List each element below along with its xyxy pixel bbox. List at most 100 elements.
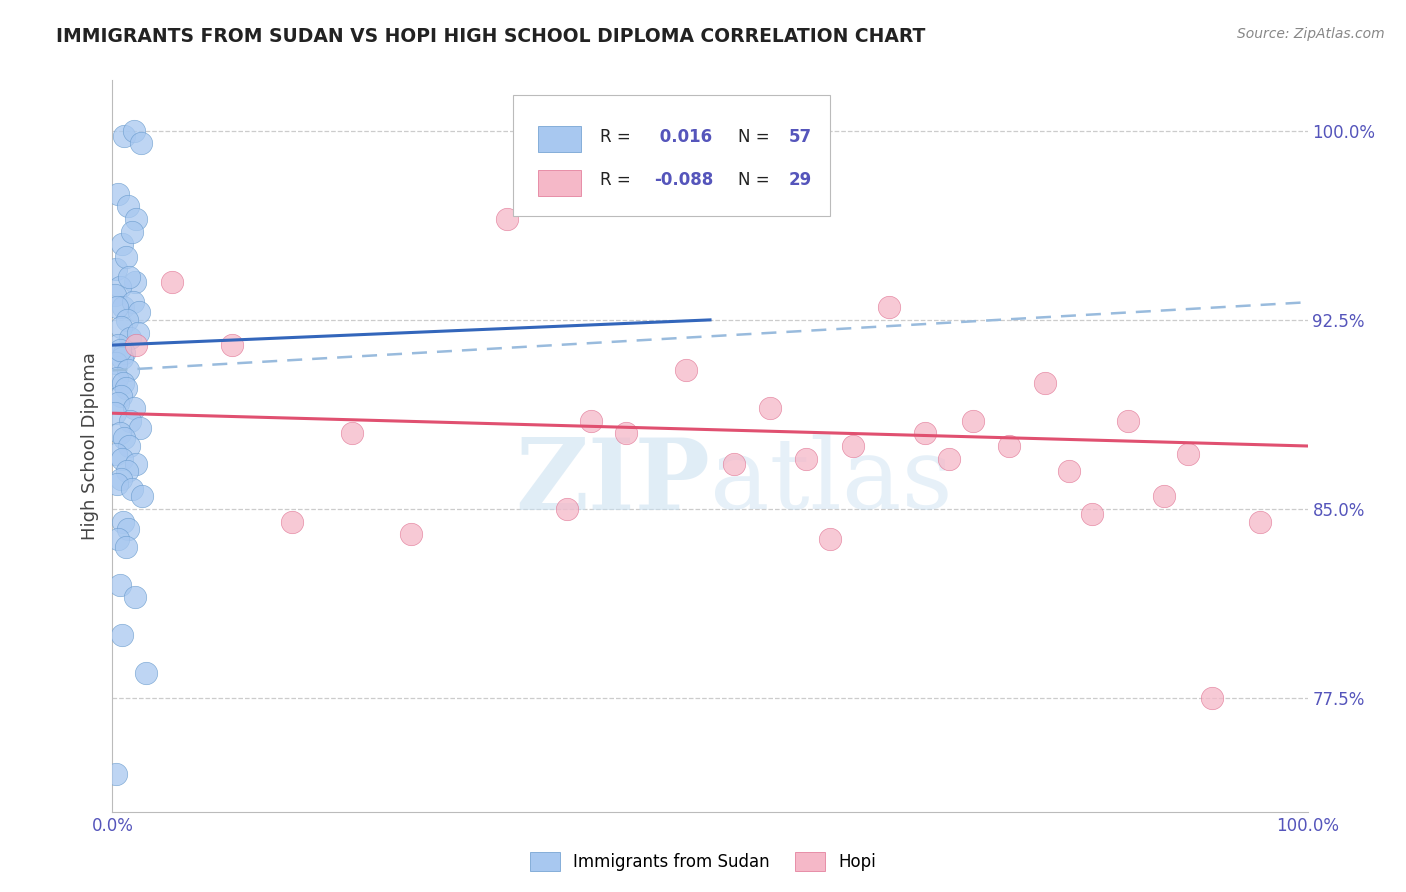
Point (114, 128, 135, 143)
Point (114, 381, 136, 395)
Y-axis label: High School Diploma: High School Diploma (80, 352, 98, 540)
Point (129, 136, 152, 151)
Point (121, 225, 143, 239)
Point (117, 522, 139, 536)
Point (1177, 446, 1199, 460)
Point (125, 338, 148, 352)
Point (107, 396, 129, 410)
Point (1033, 376, 1056, 390)
Point (112, 376, 135, 390)
Point (104, 287, 127, 301)
Point (108, 578, 131, 592)
Point (1249, 515, 1271, 529)
Point (221, 338, 243, 352)
Point (998, 439, 1021, 453)
Point (111, 628, 134, 642)
Point (842, 439, 865, 453)
Point (114, 540, 136, 554)
Point (112, 515, 135, 529)
Point (675, 363, 697, 377)
Point (938, 451, 960, 466)
Legend: Immigrants from Sudan, Hopi: Immigrants from Sudan, Hopi (522, 843, 884, 880)
Point (818, 533, 841, 547)
Point (107, 186, 129, 201)
Point (1118, 414, 1140, 428)
Point (108, 426, 131, 441)
Point (124, 591, 146, 605)
Point (110, 472, 132, 486)
Point (105, 767, 128, 781)
Point (125, 457, 148, 471)
Point (114, 345, 135, 359)
Text: R =: R = (600, 171, 636, 189)
Point (124, 275, 146, 289)
Point (105, 446, 128, 460)
Point (135, 665, 157, 680)
Point (129, 421, 152, 435)
Point (117, 199, 139, 213)
Point (111, 351, 134, 365)
Point (112, 300, 135, 314)
Point (107, 338, 129, 352)
Text: Source: ZipAtlas.com: Source: ZipAtlas.com (1237, 27, 1385, 41)
Point (115, 464, 138, 478)
Text: N =: N = (738, 128, 775, 145)
Text: ZIP: ZIP (515, 434, 710, 531)
Point (110, 388, 132, 402)
FancyBboxPatch shape (538, 169, 581, 196)
Point (122, 401, 145, 416)
Point (105, 262, 128, 277)
Point (1057, 464, 1080, 478)
FancyBboxPatch shape (538, 126, 581, 152)
Point (105, 371, 128, 385)
Point (555, 502, 578, 516)
Text: IMMIGRANTS FROM SUDAN VS HOPI HIGH SCHOOL DIPLOMA CORRELATION CHART: IMMIGRANTS FROM SUDAN VS HOPI HIGH SCHOO… (56, 27, 925, 45)
Point (122, 124, 145, 138)
Point (962, 414, 984, 428)
Text: 0.016: 0.016 (654, 128, 711, 145)
Text: 29: 29 (789, 171, 813, 189)
Point (108, 343, 131, 358)
Point (111, 237, 134, 252)
Point (105, 300, 128, 314)
Text: R =: R = (600, 128, 636, 145)
Point (108, 280, 131, 294)
Point (120, 414, 142, 428)
Point (128, 305, 150, 319)
Point (118, 439, 141, 453)
Point (114, 432, 135, 446)
Point (115, 313, 138, 327)
Point (110, 320, 132, 334)
Point (616, 426, 638, 441)
Point (127, 326, 149, 340)
Point (117, 363, 139, 377)
Point (879, 300, 901, 314)
Point (131, 490, 153, 504)
Point (340, 426, 363, 441)
Point (1201, 691, 1223, 706)
Point (107, 533, 129, 547)
Text: N =: N = (738, 171, 775, 189)
Point (162, 275, 183, 289)
Point (121, 295, 143, 310)
Text: 57: 57 (789, 128, 813, 145)
Point (496, 212, 519, 227)
Point (1081, 507, 1104, 521)
Point (104, 406, 127, 420)
Point (579, 414, 602, 428)
Point (121, 482, 143, 496)
Point (125, 212, 148, 227)
Point (120, 330, 142, 344)
Point (105, 476, 128, 491)
Text: -0.088: -0.088 (654, 171, 713, 189)
Point (401, 527, 423, 541)
Point (759, 401, 782, 416)
Point (111, 451, 134, 466)
Point (914, 426, 936, 441)
Point (281, 515, 304, 529)
FancyBboxPatch shape (513, 95, 830, 216)
Point (794, 451, 817, 466)
Point (1153, 490, 1175, 504)
Text: atlas: atlas (710, 434, 953, 531)
Point (105, 356, 128, 370)
